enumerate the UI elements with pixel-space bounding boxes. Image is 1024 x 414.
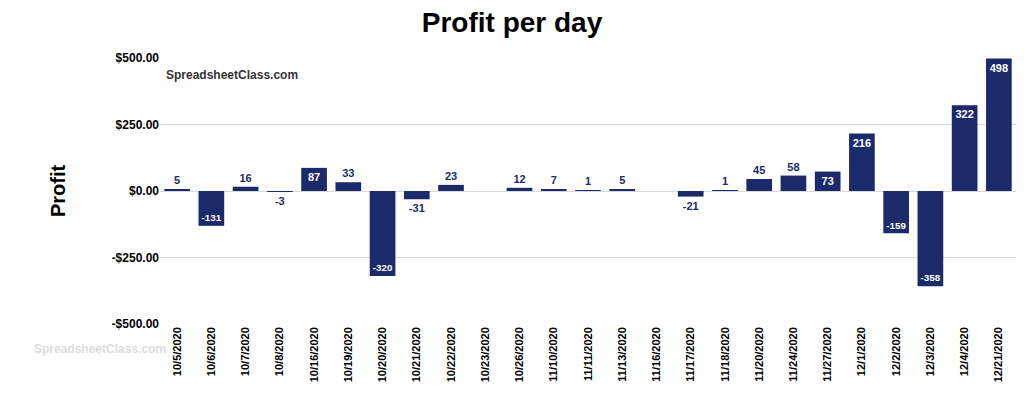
svg-text:23: 23 xyxy=(445,170,457,182)
svg-text:Profit per day: Profit per day xyxy=(422,7,603,38)
svg-text:-31: -31 xyxy=(409,202,425,214)
svg-text:5: 5 xyxy=(174,174,180,186)
svg-text:10/8/2020: 10/8/2020 xyxy=(273,327,285,376)
svg-text:7: 7 xyxy=(551,174,557,186)
svg-text:SpreadsheetClass.com: SpreadsheetClass.com xyxy=(166,68,298,82)
svg-text:12/4/2020: 12/4/2020 xyxy=(958,327,970,376)
svg-text:11/11/2020: 11/11/2020 xyxy=(582,327,594,381)
svg-text:-$500.00: -$500.00 xyxy=(112,317,160,331)
svg-text:11/16/2020: 11/16/2020 xyxy=(650,327,662,381)
svg-text:322: 322 xyxy=(955,108,973,120)
svg-text:10/22/2020: 10/22/2020 xyxy=(445,327,457,382)
svg-text:10/16/2020: 10/16/2020 xyxy=(308,327,320,382)
svg-text:10/7/2020: 10/7/2020 xyxy=(239,327,251,376)
svg-text:33: 33 xyxy=(342,167,354,179)
svg-text:-21: -21 xyxy=(683,200,699,212)
svg-text:-3: -3 xyxy=(275,195,285,207)
svg-text:-$250.00: -$250.00 xyxy=(112,251,160,265)
svg-text:SpreadsheetClass.com: SpreadsheetClass.com xyxy=(34,342,166,356)
svg-text:-358: -358 xyxy=(921,272,941,283)
svg-text:$250.00: $250.00 xyxy=(116,118,160,132)
svg-text:12/2/2020: 12/2/2020 xyxy=(890,327,902,376)
svg-text:11/24/2020: 11/24/2020 xyxy=(787,327,799,381)
svg-text:10/19/2020: 10/19/2020 xyxy=(342,327,354,382)
svg-text:58: 58 xyxy=(787,161,799,173)
svg-text:16: 16 xyxy=(239,172,251,184)
svg-text:-320: -320 xyxy=(373,262,393,273)
svg-text:1: 1 xyxy=(722,175,728,187)
svg-text:11/20/2020: 11/20/2020 xyxy=(753,327,765,381)
svg-text:45: 45 xyxy=(753,164,765,176)
svg-text:5: 5 xyxy=(619,174,625,186)
svg-text:10/6/2020: 10/6/2020 xyxy=(205,327,217,376)
svg-text:11/13/2020: 11/13/2020 xyxy=(616,327,628,381)
svg-text:12/3/2020: 12/3/2020 xyxy=(924,327,936,376)
svg-text:Profit: Profit xyxy=(47,165,69,218)
svg-text:11/27/2020: 11/27/2020 xyxy=(821,327,833,381)
svg-text:10/20/2020: 10/20/2020 xyxy=(376,327,388,382)
svg-text:12/21/2020: 12/21/2020 xyxy=(992,327,1004,382)
svg-text:1: 1 xyxy=(585,175,591,187)
svg-text:-159: -159 xyxy=(886,220,906,231)
svg-text:87: 87 xyxy=(308,171,320,183)
svg-text:12: 12 xyxy=(513,173,525,185)
svg-text:11/18/2020: 11/18/2020 xyxy=(719,327,731,381)
svg-text:10/21/2020: 10/21/2020 xyxy=(410,327,422,382)
svg-text:10/23/2020: 10/23/2020 xyxy=(479,327,491,382)
svg-text:73: 73 xyxy=(822,175,834,187)
svg-text:$0.00: $0.00 xyxy=(129,184,159,198)
svg-text:216: 216 xyxy=(853,137,871,149)
svg-text:12/1/2020: 12/1/2020 xyxy=(855,327,867,376)
svg-text:-131: -131 xyxy=(202,212,222,223)
svg-text:10/5/2020: 10/5/2020 xyxy=(171,327,183,376)
svg-text:11/17/2020: 11/17/2020 xyxy=(684,327,696,381)
svg-text:11/10/2020: 11/10/2020 xyxy=(547,327,559,381)
svg-text:$500.00: $500.00 xyxy=(116,51,160,65)
svg-text:498: 498 xyxy=(990,62,1008,74)
svg-text:10/26/2020: 10/26/2020 xyxy=(513,327,525,382)
